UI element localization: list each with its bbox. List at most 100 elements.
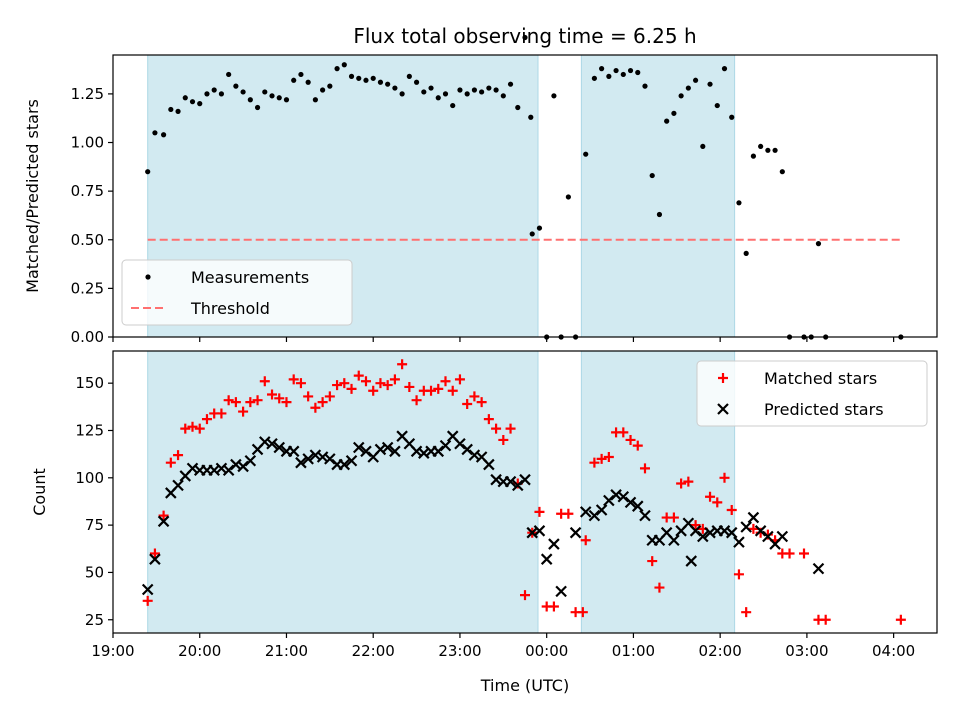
data-point — [310, 402, 321, 413]
x-tick-label: 01:00 — [612, 642, 655, 660]
data-point — [589, 457, 600, 468]
data-point — [719, 472, 730, 483]
y-tick-label: 100 — [75, 469, 104, 487]
legend-label: Threshold — [190, 299, 270, 318]
data-point — [750, 153, 757, 159]
data-point — [483, 414, 494, 425]
data-point — [377, 79, 384, 85]
data-point — [714, 102, 720, 109]
data-point — [252, 395, 263, 406]
legend: Matched stars Predicted stars — [696, 360, 928, 427]
data-point — [141, 583, 154, 596]
data-point — [697, 530, 709, 543]
data-point — [180, 423, 191, 434]
data-point — [281, 397, 292, 408]
data-point — [784, 548, 795, 559]
data-point — [385, 81, 391, 87]
data-point — [632, 440, 643, 451]
data-point — [223, 395, 234, 406]
data-point — [551, 93, 557, 99]
data-point — [158, 510, 169, 521]
data-point — [635, 69, 641, 76]
data-point — [201, 414, 212, 425]
data-point — [565, 194, 571, 200]
data-point — [142, 595, 153, 606]
data-point — [471, 87, 478, 93]
data-point — [895, 614, 906, 625]
data-point — [627, 67, 634, 74]
data-point — [596, 453, 607, 464]
data-point — [631, 500, 644, 512]
data-point — [368, 385, 379, 396]
data-point — [145, 169, 151, 175]
y-tick-label: 150 — [75, 374, 104, 392]
y-tick-label: 25 — [85, 611, 104, 629]
data-point — [772, 147, 778, 153]
data-point — [360, 376, 371, 387]
top-panel: 0.00 0.25 0.50 0.75 1.00 1.25 Matched/Predicte… — [23, 34, 938, 346]
bottom-panel: 25 50 75 100 125 150 19:00 20:00 21:00 22:00 23:00… — [30, 350, 938, 695]
data-point — [812, 562, 825, 575]
data-point — [283, 97, 290, 103]
x-tick-label: 21:00 — [265, 642, 308, 660]
series-measurements — [145, 34, 904, 340]
data-point — [204, 91, 210, 97]
data-point — [457, 87, 463, 93]
data-point — [152, 130, 158, 136]
data-point — [426, 385, 437, 396]
data-point — [238, 406, 249, 417]
data-point — [189, 99, 196, 105]
data-point — [583, 151, 589, 157]
data-point — [291, 77, 297, 83]
data-point — [678, 93, 684, 99]
data-point — [533, 525, 546, 537]
data-point — [579, 506, 592, 518]
data-point — [266, 437, 278, 450]
data-point — [363, 77, 369, 83]
data-point — [705, 491, 716, 502]
legend-marker — [145, 274, 151, 280]
data-point — [254, 104, 261, 111]
data-point — [182, 95, 188, 101]
data-point — [580, 535, 591, 546]
data-point — [269, 93, 275, 99]
data-point — [683, 476, 694, 487]
data-point — [707, 81, 713, 87]
data-point — [262, 89, 268, 95]
data-point — [758, 143, 764, 150]
data-point — [668, 512, 679, 523]
data-point — [389, 445, 401, 458]
data-point — [642, 83, 648, 89]
data-point — [327, 83, 333, 89]
data-point — [435, 95, 441, 101]
data-point — [476, 397, 487, 408]
data-point — [267, 389, 278, 400]
data-point — [381, 441, 394, 454]
data-point — [348, 73, 355, 79]
data-point — [187, 421, 198, 432]
data-point — [389, 374, 400, 385]
data-point — [353, 370, 364, 381]
data-point — [733, 569, 744, 580]
x-tick-label: 04:00 — [872, 642, 915, 660]
data-point — [555, 585, 567, 598]
x-tick-label: 03:00 — [785, 642, 828, 660]
data-point — [168, 106, 174, 113]
data-point — [413, 79, 420, 85]
data-point — [733, 536, 745, 548]
data-point — [356, 75, 362, 81]
data-point — [520, 590, 530, 601]
data-point — [404, 381, 415, 392]
data-point — [399, 91, 405, 97]
data-point — [493, 87, 499, 93]
legend-box — [121, 259, 353, 326]
data-point — [736, 200, 742, 206]
data-point — [197, 101, 203, 107]
data-point — [507, 81, 514, 87]
data-point — [216, 408, 227, 419]
y-tick-label: 125 — [75, 421, 104, 439]
data-point — [776, 530, 789, 543]
data-point — [218, 91, 225, 97]
data-point — [341, 62, 347, 68]
data-point — [519, 473, 531, 486]
